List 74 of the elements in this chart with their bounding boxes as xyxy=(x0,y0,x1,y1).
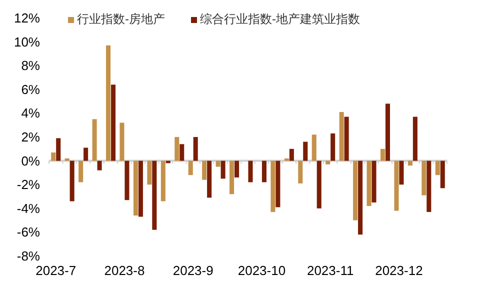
bar xyxy=(92,119,97,161)
bar xyxy=(78,160,84,182)
x-tick-label: 2023-9 xyxy=(172,263,214,278)
bar xyxy=(435,160,440,176)
y-tick-label: -6% xyxy=(16,224,40,240)
bar xyxy=(372,160,376,202)
bar xyxy=(120,122,124,161)
bar xyxy=(202,160,207,180)
bar xyxy=(426,160,432,212)
x-tick-label: 2023-10 xyxy=(238,263,286,278)
bar xyxy=(366,160,372,206)
bar xyxy=(174,137,180,161)
bar xyxy=(380,148,386,161)
y-tick-label: 10% xyxy=(14,34,40,50)
bar xyxy=(180,144,184,161)
y-tick-label: 2% xyxy=(21,130,40,144)
bar xyxy=(440,160,445,188)
bar xyxy=(394,160,399,211)
legend-label: 行业指数-房地产 xyxy=(77,12,165,26)
bar xyxy=(270,160,276,212)
bar xyxy=(312,134,316,161)
y-tick-label: 4% xyxy=(21,106,40,121)
bar xyxy=(188,160,193,176)
bar xyxy=(303,142,308,161)
bar xyxy=(408,160,412,166)
bar xyxy=(207,160,212,198)
bar xyxy=(147,160,152,185)
bar xyxy=(316,160,322,208)
bar xyxy=(70,160,74,202)
bar xyxy=(412,116,418,161)
bar xyxy=(284,158,289,161)
y-tick-label: -4% xyxy=(16,200,40,216)
bar xyxy=(106,45,111,161)
bar xyxy=(51,152,56,161)
bar xyxy=(220,160,226,179)
bar xyxy=(399,160,404,185)
bar xyxy=(385,104,390,161)
bar xyxy=(160,160,166,202)
x-tick-label: 2023-8 xyxy=(104,263,145,278)
bar xyxy=(330,133,336,161)
bar xyxy=(216,160,220,167)
y-tick-label: -2% xyxy=(16,177,40,192)
y-tick-label: 6% xyxy=(21,82,40,97)
bar xyxy=(339,112,344,161)
bar xyxy=(262,160,266,182)
bar xyxy=(234,160,240,178)
bar xyxy=(56,138,61,161)
bar xyxy=(133,160,138,216)
bar xyxy=(193,137,198,161)
bar xyxy=(64,158,70,161)
bar xyxy=(298,160,303,184)
bar xyxy=(230,160,234,194)
bar xyxy=(97,160,102,170)
bar xyxy=(422,160,426,196)
x-tick-label: 2023-11 xyxy=(306,263,354,278)
bar xyxy=(84,148,88,161)
y-tick-label: 8% xyxy=(21,58,40,74)
y-tick-label: 0% xyxy=(21,153,40,168)
bar xyxy=(326,160,330,164)
x-tick-label: 2023-7 xyxy=(36,263,76,278)
bar xyxy=(110,84,116,161)
bar xyxy=(353,160,358,220)
bar xyxy=(289,148,294,161)
bar xyxy=(358,160,363,235)
bar xyxy=(152,160,157,230)
legend-label: 综合行业指数-地产建筑业指数 xyxy=(200,12,360,26)
y-tick-label: 12% xyxy=(14,10,40,26)
y-tick-label: -8% xyxy=(16,248,40,264)
bar xyxy=(124,160,130,200)
bar xyxy=(344,116,349,161)
bar xyxy=(138,160,143,217)
x-tick-label: 2023-12 xyxy=(375,263,423,278)
bar xyxy=(276,160,280,208)
bar xyxy=(248,160,253,182)
